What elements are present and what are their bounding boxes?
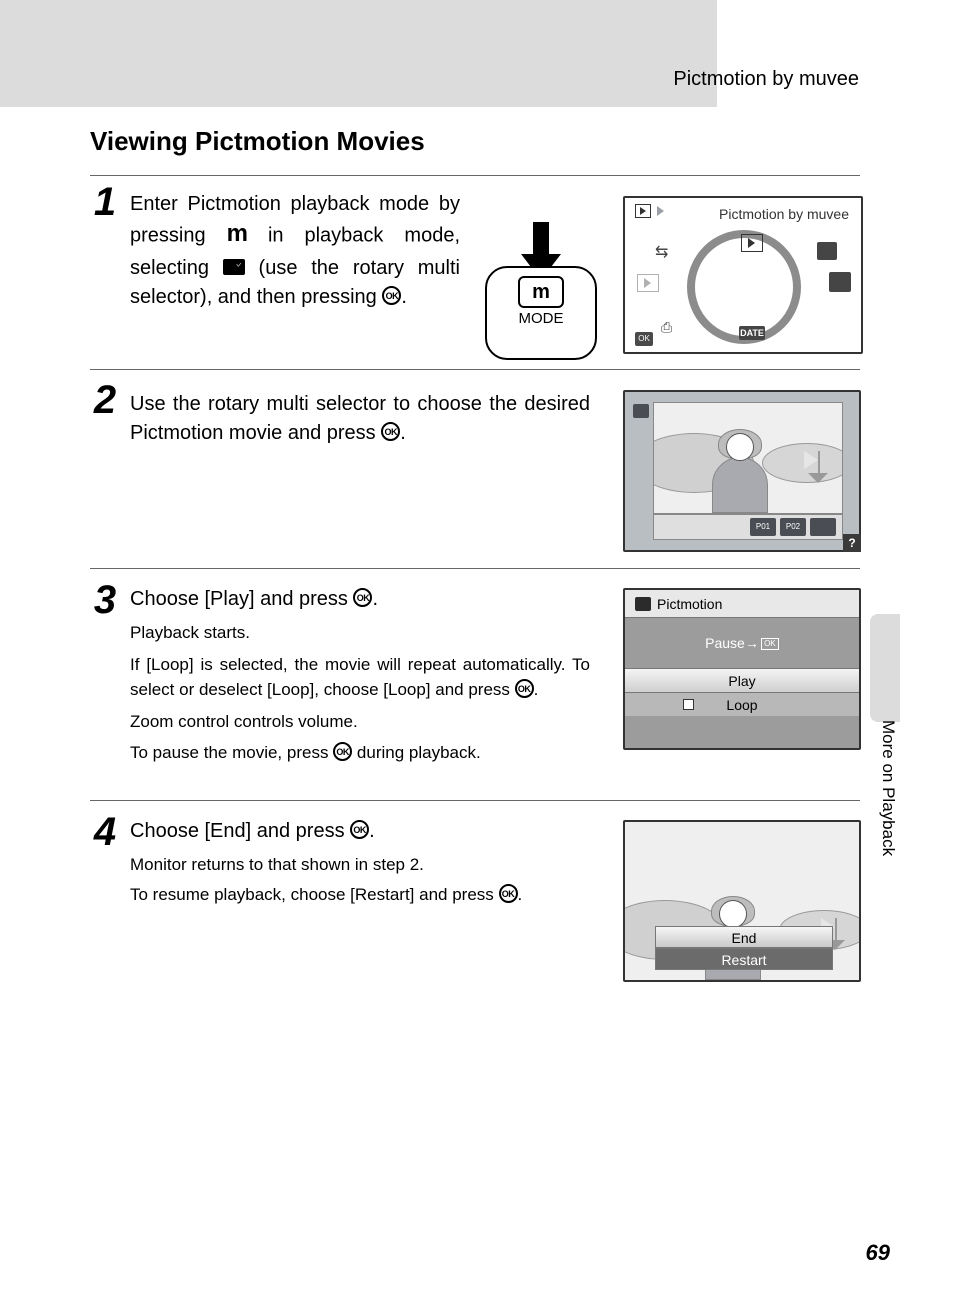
movie-select-screen: P01 P02 ? <box>623 390 861 552</box>
step-number-3: 3 <box>85 578 125 623</box>
list-icon <box>829 272 851 292</box>
step3-p1: Playback starts. <box>130 620 590 646</box>
step3-h2: . <box>372 588 378 610</box>
ok-button-icon: OK <box>333 742 352 761</box>
step4-h1: Choose [End] and press <box>130 820 350 842</box>
rotary-selector-ring: DATE <box>687 230 801 344</box>
divider <box>90 369 860 370</box>
end-options: End Restart <box>655 926 833 970</box>
loop-label: Loop <box>726 697 757 713</box>
ok-button-icon: OK <box>353 588 372 607</box>
thumb-p01: P01 <box>750 518 776 536</box>
movie-thumbnail-strip: P01 P02 <box>653 514 843 540</box>
step-number-2: 2 <box>85 378 125 423</box>
step-3-body: Playback starts. If [Loop] is selected, … <box>130 620 590 772</box>
step4-p2b: . <box>518 885 523 904</box>
ok-button-icon: OK <box>381 422 400 441</box>
mode-m-icon: m <box>227 217 247 252</box>
page-title: Viewing Pictmotion Movies <box>90 126 425 157</box>
ok-chip-icon: OK <box>761 638 779 650</box>
step3-p3: Zoom control controls volume. <box>130 709 590 735</box>
end-menu-screen: End Restart <box>623 820 861 982</box>
dial-title: Pictmotion by muvee <box>719 206 849 222</box>
ok-button-icon: OK <box>515 679 534 698</box>
ok-button-icon: OK <box>350 820 369 839</box>
wifi-icon: ⇆ <box>655 242 668 262</box>
section-header: Pictmotion by muvee <box>673 68 859 91</box>
loop-checkbox-icon <box>683 699 694 710</box>
dial-selector-screen: Pictmotion by muvee DATE ⇆ ⎙ OK <box>623 196 863 354</box>
pictmotion-chip-icon <box>223 259 245 275</box>
thumb-new-icon <box>810 518 836 536</box>
ok-button-icon: OK <box>382 286 401 305</box>
mode-label: MODE <box>487 310 595 327</box>
print-icon: ⎙ <box>661 319 672 336</box>
step1-t4: . <box>401 286 407 308</box>
page-number: 69 <box>866 1240 890 1266</box>
step-2-text: Use the rotary multi selector to choose … <box>130 390 590 448</box>
step-4-heading: Choose [End] and press OK. <box>130 820 375 843</box>
help-icon: ? <box>843 534 861 552</box>
menu-item-restart: Restart <box>655 948 833 970</box>
thumb-p02: P02 <box>780 518 806 536</box>
pause-hint: Pause→OK <box>625 618 859 668</box>
divider <box>90 800 860 801</box>
pause-label: Pause→ <box>705 635 759 651</box>
section-thumb-tab <box>870 614 900 722</box>
play-menu-screen: Pictmotion Pause→OK Play Loop <box>623 588 861 750</box>
section-vertical-label: More on Playback <box>878 720 898 856</box>
step4-p1: Monitor returns to that shown in step 2. <box>130 852 590 878</box>
ok-button-icon: OK <box>499 884 518 903</box>
step2-t1: Use the rotary multi selector to choose … <box>130 393 590 444</box>
step3-p2b: . <box>534 680 539 699</box>
menu-item-end: End <box>655 926 833 948</box>
mode-m-frame: m <box>518 276 564 308</box>
preview-illustration <box>654 403 842 513</box>
step4-p2a: To resume playback, choose [Restart] and… <box>130 885 499 904</box>
ok-chip-icon: OK <box>635 332 653 346</box>
playback-icon <box>635 204 651 218</box>
divider <box>90 568 860 569</box>
step3-h1: Choose [Play] and press <box>130 588 353 610</box>
step2-t2: . <box>400 422 406 444</box>
ring-bottom-date-icon: DATE <box>739 326 765 340</box>
step-4-body: Monitor returns to that shown in step 2.… <box>130 852 590 911</box>
step3-p4b: during playback. <box>357 743 481 762</box>
header-gray-block <box>0 0 717 107</box>
pictmotion-chip-icon <box>633 404 649 418</box>
step-3-heading: Choose [Play] and press OK. <box>130 588 378 611</box>
step3-p4a: To pause the movie, press <box>130 743 333 762</box>
mode-arrow-icon <box>657 206 664 216</box>
step-number-1: 1 <box>85 180 125 225</box>
step-1-text: Enter Pictmotion playback mode by pressi… <box>130 190 460 312</box>
play-mode-icon <box>637 274 659 292</box>
step4-h2: . <box>369 820 375 842</box>
divider <box>90 175 860 176</box>
menu-item-loop: Loop <box>625 692 859 716</box>
menu-item-play: Play <box>625 668 859 692</box>
movie-preview-area <box>653 402 843 514</box>
step-number-4: 4 <box>85 810 125 855</box>
menu-title: Pictmotion <box>625 590 859 618</box>
mode-button-diagram: m MODE <box>485 266 597 360</box>
ring-top-play-icon <box>741 234 763 252</box>
music-icon <box>817 242 837 260</box>
